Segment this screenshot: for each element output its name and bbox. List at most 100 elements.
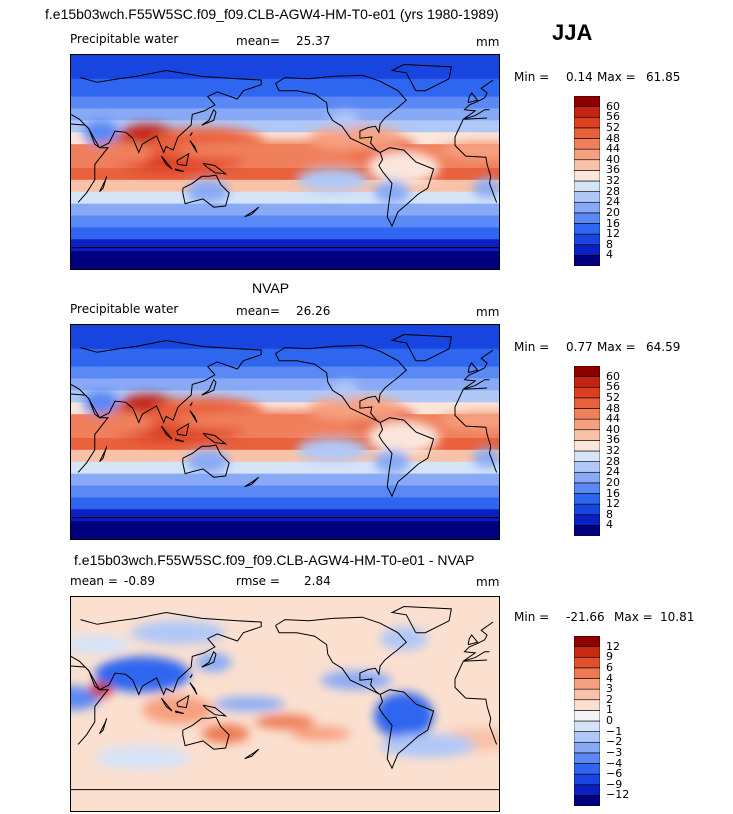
panel2-colorbar-swatch [573, 461, 601, 473]
panel1-colorbar-level-label: 12 [606, 227, 620, 241]
map3-coastline [378, 689, 435, 770]
panel1-colorbar-level-label: 36 [606, 163, 620, 177]
panel2-colorbar-svg [573, 365, 601, 537]
panel2-colorbar-level-label: 56 [606, 380, 620, 394]
panel3-colorbar-swatch [573, 710, 601, 722]
map2-coastline [244, 476, 260, 488]
panel3-min-label: Min = [514, 610, 550, 624]
panel1-mean-value: 25.37 [296, 34, 331, 48]
panel2-max-value: 64.59 [646, 340, 681, 354]
map1-band [71, 239, 499, 253]
panel3-max-value: 10.81 [660, 610, 695, 624]
map1-band [71, 215, 499, 229]
panel2-colorbar-level-label: 24 [606, 465, 620, 479]
panel3-colorbar-level-label: 12 [606, 639, 620, 653]
panel3-colorbar-level-label: −4 [606, 756, 623, 770]
panel2-colorbar: 4 8 12 16 20 24 28 32 36 40 44 48 52 56 60 [573, 365, 620, 537]
panel1-colorbar-level-label: 48 [606, 131, 620, 145]
map1-coastline [176, 152, 190, 167]
panel2-colorbar-swatch [573, 365, 601, 377]
map2-coastline [390, 333, 453, 362]
panel1-colorbar-level-label: 44 [606, 142, 620, 156]
panel2-colorbar-swatch [573, 493, 601, 505]
panel2-colorbar-level-label: 48 [606, 401, 620, 415]
panel1-colorbar-swatch [573, 223, 601, 235]
map2-contour-region [186, 449, 230, 474]
panel2-colorbar-level-label: 40 [606, 422, 620, 436]
map1-coastline [202, 162, 228, 175]
map1-contour-region [330, 110, 359, 130]
panel3-colorbar-level-label: 3 [606, 682, 613, 696]
map1-band [71, 203, 499, 217]
panel2-max-label: Max = [597, 340, 636, 354]
map1-band [71, 179, 499, 193]
panel3-colorbar-level-label: −9 [606, 777, 623, 791]
panel1-colorbar-level-label: 32 [606, 174, 620, 187]
panel1-units: mm [476, 35, 500, 49]
map1-contour-region [368, 151, 440, 185]
model-precipitable-water-map [70, 54, 500, 270]
panel2-colorbar-level-label: 28 [606, 454, 620, 468]
panel3-colorbar-level-label: 6 [606, 660, 613, 674]
map2-contour-region [472, 448, 499, 468]
map3-coastline [99, 718, 108, 735]
panel3-colorbar-level-label: −3 [606, 745, 623, 759]
map2-coastline [182, 444, 230, 478]
panel1-colorbar-level-label: 8 [606, 237, 613, 251]
panel3-colorbar-swatch [573, 688, 601, 701]
panel3-max-label: Max = [614, 610, 653, 624]
map2-contour-region [368, 421, 440, 455]
map3-coastline [176, 694, 190, 709]
panel3-colorbar-level-label: 9 [606, 650, 613, 664]
panel3-colorbar-swatch [573, 773, 601, 786]
panel1-colorbar-level-label: 16 [606, 216, 620, 230]
map3-contour-region [290, 726, 351, 741]
map3-coastline [275, 616, 408, 695]
map3-coastline [182, 716, 230, 750]
map1-contour-region [472, 178, 499, 198]
map2-contour-region [296, 437, 369, 462]
panel2-colorbar-level-label: 32 [606, 444, 620, 457]
map2-band [71, 449, 499, 463]
panel2-colorbar-swatch [573, 503, 601, 516]
panel3-colorbar-swatch [573, 763, 601, 775]
map1-field [71, 55, 499, 269]
panel2-colorbar-swatch [573, 386, 601, 399]
panel3-colorbar-swatch [573, 795, 601, 807]
panel2-mean-label: mean= [236, 304, 281, 318]
panel3-min-value: -21.66 [566, 610, 605, 624]
panel3-colorbar-swatch [573, 656, 601, 669]
panel3-colorbar-swatch [573, 731, 601, 743]
panel1-colorbar-level-label: 40 [606, 152, 620, 166]
panel2-colorbar-swatch [573, 376, 601, 388]
panel3-colorbar-level-label: −2 [606, 735, 623, 749]
panel3-colorbar-level-label: 0 [606, 714, 613, 727]
map2-coastline [275, 344, 408, 423]
panel3-colorbar-swatch [573, 752, 601, 764]
map2-band [71, 348, 499, 368]
panel2-units: mm [476, 305, 500, 319]
panel1-colorbar-swatch [573, 116, 601, 129]
panel2-colorbar-level-label: 52 [606, 390, 620, 404]
panel1-colorbar-swatch [573, 138, 601, 150]
panel2-colorbar-level-label: 20 [606, 475, 620, 489]
map1-band [71, 191, 499, 205]
map2-coastline [189, 410, 198, 423]
map3-contour-region [94, 745, 190, 770]
panel1-colorbar-swatch [573, 148, 601, 161]
map1-contour-region [296, 167, 369, 192]
panel1-colorbar-swatch [573, 233, 601, 246]
panel2-colorbar-swatch [573, 397, 601, 409]
map1-coastline [201, 108, 217, 126]
map1-band [71, 227, 499, 241]
map3-field [71, 597, 499, 811]
map1-band [71, 96, 499, 110]
map3-contour-region [380, 626, 428, 651]
map1-band [71, 108, 499, 122]
panel2-colorbar-swatch [573, 450, 601, 462]
map1-coastline [378, 147, 435, 228]
panel2-colorbar-swatch [573, 440, 601, 452]
map3-coastline [175, 710, 185, 714]
panel1-max-value: 61.85 [646, 70, 681, 84]
panel1-max-label: Max = [597, 70, 636, 84]
